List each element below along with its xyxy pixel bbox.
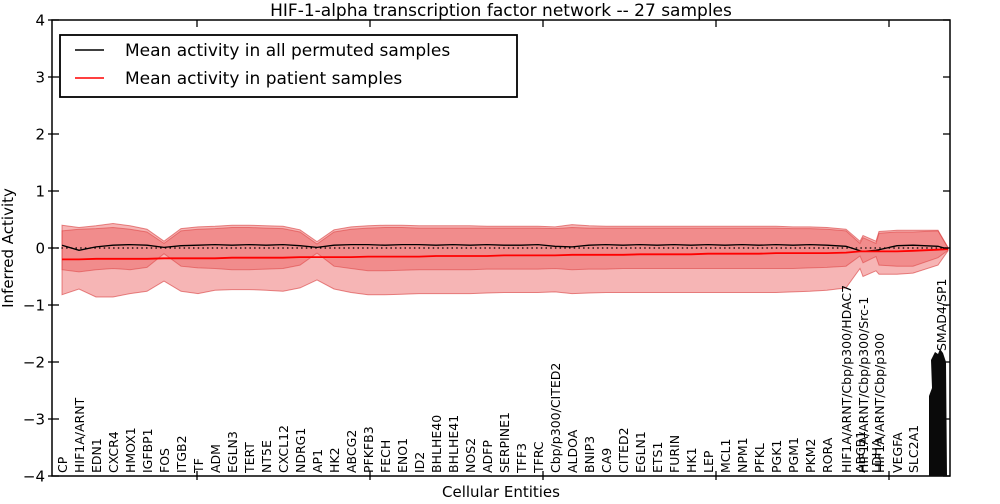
x-tick-label: EGLN3 <box>225 431 240 473</box>
chart-title: HIF-1-alpha transcription factor network… <box>270 1 732 21</box>
y-tick-label: 3 <box>35 69 45 87</box>
legend: Mean activity in all permuted samples Me… <box>59 34 518 98</box>
x-tick-label: NDRG1 <box>293 428 308 473</box>
x-tick-label: HIF1A/ARNT <box>72 397 87 473</box>
x-tick-label: PFKL <box>752 443 767 473</box>
x-tick-label: TFRC <box>531 441 546 474</box>
x-tick-label: ADM <box>208 444 223 473</box>
y-tick-label: 4 <box>35 12 45 30</box>
legend-box <box>59 34 518 98</box>
x-tick-label: ABCG2 <box>344 430 359 473</box>
x-tick-label: MCL1 <box>718 439 733 473</box>
x-tick-label: EDN1 <box>89 438 104 473</box>
x-tick-label: ETS1 <box>650 442 665 473</box>
x-tick-label: PFKFB3 <box>361 426 376 473</box>
x-tick-labels: CP HIF1A/ARNT EDN1 CXCR4 HMOX1 IGFBP1 FOS ITGB2… <box>55 279 949 475</box>
x-tick-label: TFF3 <box>514 443 529 474</box>
x-tick-label: LEP <box>701 450 716 473</box>
x-tick-label: IGFBP1 <box>140 428 155 473</box>
x-tick-label: BNIP3 <box>582 436 597 473</box>
legend-label-permuted: Mean activity in all permuted samples <box>125 41 450 61</box>
x-tick-label: EGLN1 <box>633 431 648 473</box>
x-tick-label: TF <box>191 458 206 474</box>
x-tick-label-cluster-top: SMAD4/SP1 <box>934 279 949 352</box>
x-tick-label: Cbp/p300/CITED2 <box>548 363 563 473</box>
x-tick-label: CA9 <box>599 448 614 473</box>
x-tick-label: BHLHE40 <box>429 415 444 473</box>
x-tick-label: ADFP <box>480 440 495 473</box>
patient-band <box>61 222 949 298</box>
x-tick-label: ENO1 <box>395 438 410 473</box>
x-tick-label: HK2 <box>327 447 342 473</box>
x-tick-label: FURIN <box>667 435 682 473</box>
x-tick-label: ITGB2 <box>174 435 189 473</box>
x-tick-label: BHLHE41 <box>446 415 461 473</box>
x-tick-label: SLC2A1 <box>906 425 921 473</box>
x-tick-label: CITED2 <box>616 427 631 473</box>
confidence-bands-layer <box>61 222 949 298</box>
x-tick-label: ABCB1 <box>853 431 868 473</box>
x-tick-label: RORA <box>820 437 835 473</box>
legend-label-patient: Mean activity in patient samples <box>125 69 402 89</box>
y-tick-label: 0 <box>35 240 45 258</box>
x-tick-label: PGK1 <box>769 440 784 473</box>
x-tick-label: NOS2 <box>463 438 478 473</box>
x-tick-label: CXCL12 <box>276 425 291 473</box>
x-axis-label: Cellular Entities <box>442 483 560 500</box>
y-tick-label: −2 <box>23 354 45 372</box>
y-tick-label: −4 <box>23 468 45 486</box>
overlapping-labels-blob <box>929 349 947 476</box>
x-tick-label: SERPINE1 <box>497 412 512 473</box>
y-tick-label: −1 <box>23 297 45 315</box>
x-tick-label: CXCR4 <box>106 431 121 473</box>
y-tick-label: 2 <box>35 126 45 144</box>
x-tick-label: FOS <box>157 448 172 473</box>
axes-frame <box>48 19 951 480</box>
x-tick-label: PGM1 <box>786 437 801 473</box>
permuted-band <box>61 226 949 273</box>
x-tick-label: VEGFA <box>890 432 905 473</box>
x-tick-label: NPM1 <box>735 437 750 473</box>
patient-mean-line <box>62 248 949 261</box>
x-tick-label: HK1 <box>684 447 699 473</box>
x-tick-label: HIF1A/ARNT/Cbp/p300/HDAC7 <box>839 285 854 473</box>
x-tick-label: ID2 <box>412 452 427 473</box>
x-tick-label: HIF1A/ARNT/Cbp/p300/Src-1 <box>856 297 871 473</box>
x-tick-label: HIF1A/ARNT/Cbp/p300 <box>872 333 887 473</box>
x-tick-label: LDHA <box>869 438 884 473</box>
x-tick-label: PKM2 <box>803 439 818 473</box>
x-tick-label: CP <box>55 456 70 473</box>
y-tick-label: −3 <box>23 411 45 429</box>
y-tick-labels: 4 3 2 1 0 −1 −2 −3 −4 <box>23 12 45 486</box>
x-tick-label: ALDOA <box>565 429 580 473</box>
x-tick-label: AP1 <box>310 449 325 473</box>
x-tick-label: HMOX1 <box>123 427 138 473</box>
y-axis-label: Inferred Activity <box>0 188 17 308</box>
mean-lines-layer <box>61 243 949 261</box>
y-tick-label: 1 <box>35 183 45 201</box>
x-tick-label: TERT <box>242 442 257 474</box>
permuted-mean-line <box>61 243 949 253</box>
x-tick-label: FECH <box>378 440 393 473</box>
x-tick-label: NT5E <box>259 440 274 473</box>
